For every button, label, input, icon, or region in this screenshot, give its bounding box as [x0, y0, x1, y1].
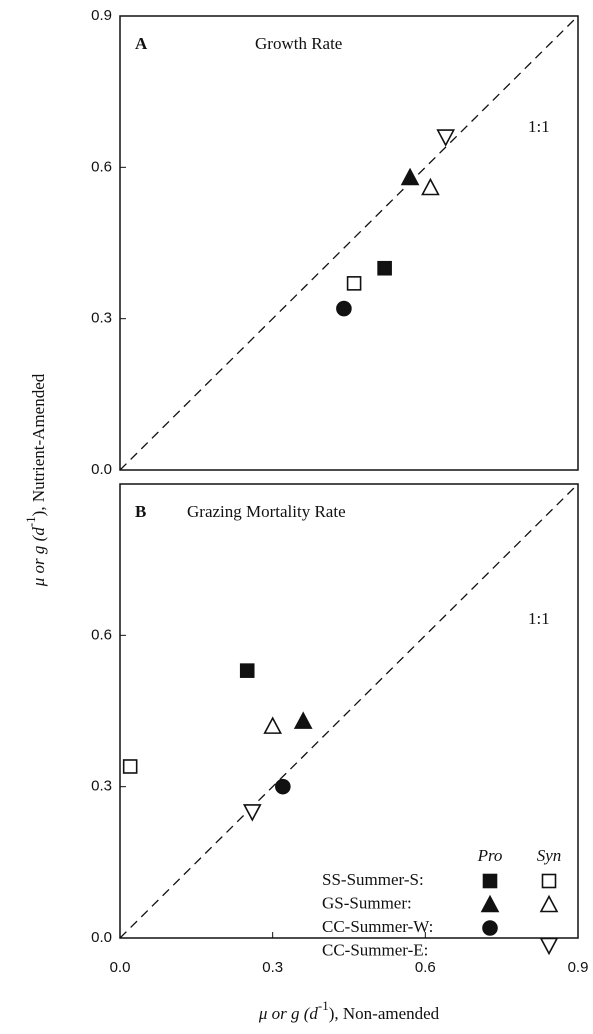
x-label-tail: ), Non-amended: [329, 1004, 440, 1023]
marker-triangle-down: [539, 937, 559, 956]
one-to-one-line: [119, 15, 579, 471]
panel-letter: B: [135, 502, 146, 521]
marker-square: [122, 759, 138, 774]
legend-label: CC-Summer-E:: [322, 940, 428, 959]
y-tick-label: 0.3: [91, 778, 112, 795]
y-label-sup: -1: [23, 516, 38, 527]
legend-label: CC-Summer-W:: [322, 917, 433, 936]
legend-header: Syn: [537, 846, 562, 865]
y-label-tail: ), Nutrient-Amended: [29, 373, 48, 516]
marker-square: [482, 873, 498, 889]
y-tick-label: 0.6: [91, 158, 112, 175]
marker-triangle: [421, 177, 440, 196]
plot-frame: [119, 15, 579, 471]
legend-header: Pro: [477, 846, 503, 865]
one-to-one-line: [119, 483, 579, 939]
marker-triangle: [539, 894, 559, 913]
annotation: 1:1: [528, 609, 550, 628]
legend-label: SS-Summer-S:: [322, 870, 424, 889]
x-tick-label: 0.6: [415, 959, 436, 976]
marker-triangle: [400, 167, 420, 186]
panel-title: Grazing Mortality Rate: [187, 502, 346, 521]
marker-circle: [482, 920, 498, 936]
y-tick-label: 0.0: [91, 929, 112, 946]
marker-triangle: [263, 716, 282, 734]
marker-square: [541, 873, 557, 889]
marker-triangle-down: [436, 129, 456, 147]
marker-circle: [275, 778, 291, 795]
marker-triangle: [480, 894, 500, 913]
x-tick-label: 0.3: [262, 959, 283, 976]
y-label-main: μ or g (d: [29, 527, 48, 588]
y-tick-label: 0.6: [91, 626, 112, 643]
marker-square: [239, 663, 255, 678]
x-axis-label: μ or g (d-1), Non-amended: [258, 998, 440, 1023]
y-tick-label: 0.9: [91, 7, 112, 24]
marker-triangle: [293, 711, 313, 729]
y-axis-label: μ or g (d-1), Nutrient-Amended: [23, 373, 48, 587]
plot-frame: [119, 483, 579, 939]
annotation: 1:1: [528, 117, 550, 136]
marker-square: [346, 276, 362, 291]
y-tick-label: 0.0: [91, 461, 112, 478]
panel-title: Growth Rate: [255, 34, 342, 53]
x-tick-label: 0.0: [110, 959, 131, 976]
marker-circle: [336, 300, 352, 317]
x-tick-label: 0.9: [568, 959, 589, 976]
x-label-sup: -1: [318, 998, 329, 1013]
marker-square: [377, 260, 392, 276]
y-tick-label: 0.3: [91, 310, 112, 327]
panel-letter: A: [135, 34, 148, 53]
marker-triangle-down: [242, 804, 262, 822]
x-label-main: μ or g (d: [258, 1004, 319, 1023]
legend-label: GS-Summer:: [322, 893, 412, 912]
